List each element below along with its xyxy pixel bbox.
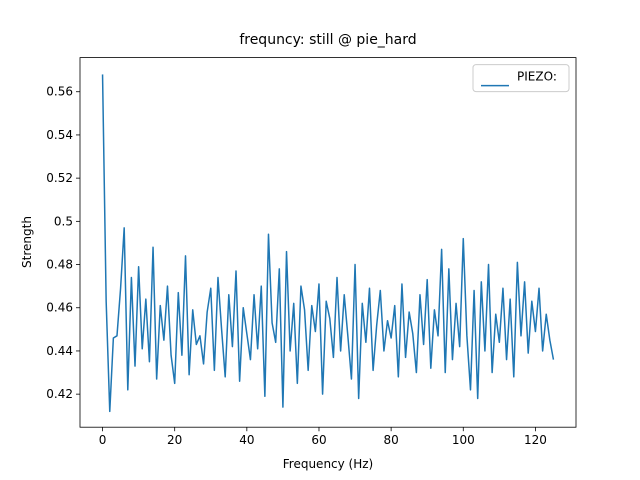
y-tick-label: 0.48 bbox=[46, 258, 73, 272]
chart-title: frequncy: still @ pie_hard bbox=[239, 32, 416, 48]
x-tick-label: 80 bbox=[383, 433, 398, 447]
x-tick-label: 40 bbox=[239, 433, 254, 447]
x-tick-label: 60 bbox=[311, 433, 326, 447]
x-tick-label: 100 bbox=[452, 433, 475, 447]
x-tick-label: 120 bbox=[524, 433, 547, 447]
legend-label: PIEZO: bbox=[517, 70, 557, 84]
y-tick-label: 0.52 bbox=[46, 171, 73, 185]
y-tick-label: 0.56 bbox=[46, 85, 73, 99]
y-tick-label: 0.42 bbox=[46, 387, 73, 401]
y-tick-label: 0.46 bbox=[46, 301, 73, 315]
plot-frame bbox=[79, 57, 577, 428]
y-tick-label: 0.44 bbox=[46, 344, 73, 358]
y-axis-label: Strength bbox=[20, 216, 34, 268]
x-axis-label: Frequency (Hz) bbox=[283, 457, 374, 471]
y-tick-label: 0.54 bbox=[46, 128, 73, 142]
y-tick-label: 0.5 bbox=[54, 214, 73, 228]
x-tick-label: 0 bbox=[99, 433, 107, 447]
x-tick-label: 20 bbox=[167, 433, 182, 447]
data-line bbox=[101, 74, 555, 413]
